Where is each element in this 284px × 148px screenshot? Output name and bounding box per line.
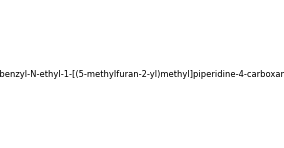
Text: N-benzyl-N-ethyl-1-[(5-methylfuran-2-yl)methyl]piperidine-4-carboxamide: N-benzyl-N-ethyl-1-[(5-methylfuran-2-yl)…: [0, 70, 284, 79]
